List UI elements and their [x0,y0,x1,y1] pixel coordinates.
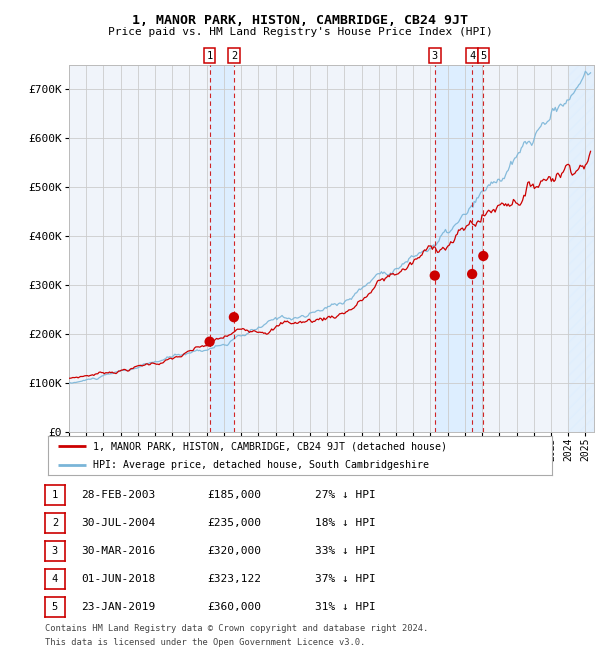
Bar [435,65,484,432]
Text: Contains HM Land Registry data © Crown copyright and database right 2024.: Contains HM Land Registry data © Crown c… [45,624,428,633]
Bar [568,65,594,432]
Text: 1: 1 [52,490,58,500]
Text: 3: 3 [431,51,438,61]
Text: 1, MANOR PARK, HISTON, CAMBRIDGE, CB24 9JT (detached house): 1, MANOR PARK, HISTON, CAMBRIDGE, CB24 9… [94,441,448,451]
Text: 1, MANOR PARK, HISTON, CAMBRIDGE, CB24 9JT: 1, MANOR PARK, HISTON, CAMBRIDGE, CB24 9… [132,14,468,27]
Text: 28-FEB-2003: 28-FEB-2003 [81,490,155,500]
Point [430,270,440,281]
Point [229,312,239,322]
Bar [209,65,234,432]
Point [479,251,488,261]
Text: 2: 2 [52,518,58,528]
Text: £320,000: £320,000 [207,546,261,556]
Text: £360,000: £360,000 [207,602,261,612]
Text: 23-JAN-2019: 23-JAN-2019 [81,602,155,612]
Text: 01-JUN-2018: 01-JUN-2018 [81,574,155,584]
Text: Price paid vs. HM Land Registry's House Price Index (HPI): Price paid vs. HM Land Registry's House … [107,27,493,37]
Text: 5: 5 [480,51,487,61]
Text: 1: 1 [206,51,213,61]
Text: 37% ↓ HPI: 37% ↓ HPI [315,574,376,584]
Text: 4: 4 [52,574,58,584]
Text: 30-JUL-2004: 30-JUL-2004 [81,518,155,528]
Text: 2: 2 [231,51,237,61]
Text: 30-MAR-2016: 30-MAR-2016 [81,546,155,556]
Text: 33% ↓ HPI: 33% ↓ HPI [315,546,376,556]
Text: 27% ↓ HPI: 27% ↓ HPI [315,490,376,500]
Text: 3: 3 [52,546,58,556]
Point [467,269,477,280]
Text: This data is licensed under the Open Government Licence v3.0.: This data is licensed under the Open Gov… [45,638,365,647]
Point [205,337,214,347]
Text: £185,000: £185,000 [207,490,261,500]
Text: HPI: Average price, detached house, South Cambridgeshire: HPI: Average price, detached house, Sout… [94,460,430,470]
Text: 18% ↓ HPI: 18% ↓ HPI [315,518,376,528]
Text: 4: 4 [469,51,475,61]
Text: 5: 5 [52,602,58,612]
Text: £323,122: £323,122 [207,574,261,584]
Text: 31% ↓ HPI: 31% ↓ HPI [315,602,376,612]
Text: £235,000: £235,000 [207,518,261,528]
